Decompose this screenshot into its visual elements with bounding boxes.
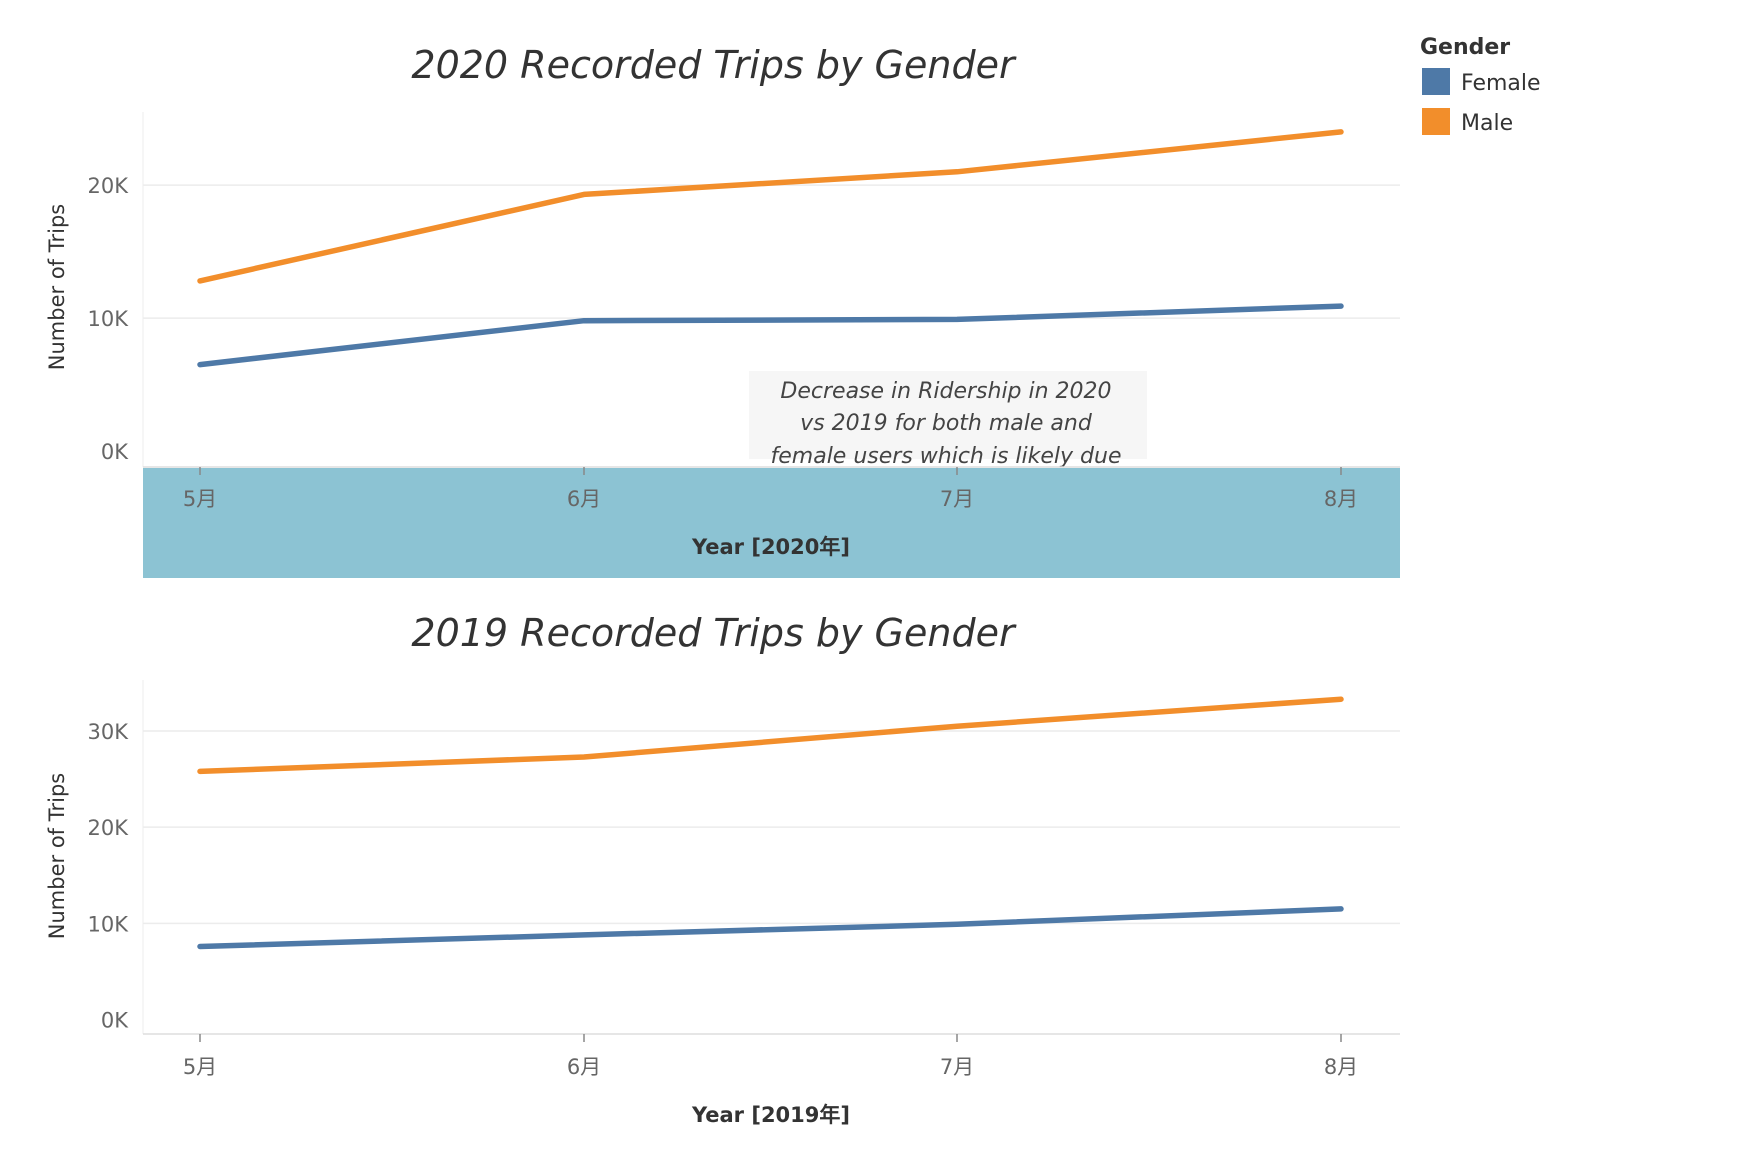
x-axis-title-2020: Year [2020年] bbox=[691, 535, 850, 559]
x-axis-highlight-band bbox=[143, 468, 1400, 578]
legend-title: Gender bbox=[1420, 35, 1510, 60]
y-tick-label: 10K bbox=[88, 912, 130, 936]
x-tick-label: 7月 bbox=[940, 1055, 974, 1079]
x-tick-label: 5月 bbox=[183, 487, 217, 511]
annotation-box: Decrease in Ridership in 2020 vs 2019 fo… bbox=[749, 371, 1147, 469]
chart-title-2020: 2020 Recorded Trips by Gender bbox=[411, 43, 1017, 87]
legend-swatch-female[interactable] bbox=[1422, 68, 1450, 95]
annotation-line-3: female users which is likely due bbox=[771, 444, 1122, 469]
y-tick-label: 10K bbox=[88, 307, 130, 331]
annotation-line-1: Decrease in Ridership in 2020 bbox=[780, 379, 1111, 404]
series-line-male bbox=[197, 129, 1344, 284]
annotation-background bbox=[749, 371, 1147, 459]
chart-2020: 2020 Recorded Trips by Gender Number of … bbox=[45, 43, 1400, 578]
y-tick-label: 20K bbox=[88, 174, 130, 198]
y-tick-label: 0K bbox=[101, 1009, 129, 1033]
x-tick-label: 6月 bbox=[567, 487, 601, 511]
series-line-male bbox=[197, 696, 1344, 775]
x-tick-label: 8月 bbox=[1324, 487, 1358, 511]
x-axis-title-2019: Year [2019年] bbox=[691, 1103, 850, 1127]
chart-title-2019: 2019 Recorded Trips by Gender bbox=[411, 611, 1017, 655]
x-tick-label: 7月 bbox=[940, 487, 974, 511]
y-tick-label: 20K bbox=[88, 816, 130, 840]
annotation-line-2: vs 2019 for both male and bbox=[800, 411, 1093, 436]
series-line-female bbox=[197, 906, 1344, 950]
y-axis-title-2020: Number of Trips bbox=[45, 204, 69, 370]
y-tick-label: 30K bbox=[88, 720, 130, 744]
x-tick-label: 6月 bbox=[567, 1055, 601, 1079]
x-tick-label: 5月 bbox=[183, 1055, 217, 1079]
plot-area-2020: 0K 10K 20K 5月 6月 7月 8月 bbox=[88, 112, 1400, 511]
y-tick-label: 0K bbox=[101, 440, 129, 464]
series-line-female bbox=[197, 303, 1344, 368]
plot-area-2019: 0K 10K 20K 30K 5月 6月 7月 8月 bbox=[88, 680, 1400, 1079]
chart-2019: 2019 Recorded Trips by Gender Number of … bbox=[45, 611, 1400, 1127]
y-axis-title-2019: Number of Trips bbox=[45, 773, 69, 939]
legend-label-male[interactable]: Male bbox=[1461, 111, 1513, 136]
x-tick-label: 8月 bbox=[1324, 1055, 1358, 1079]
legend-swatch-male[interactable] bbox=[1422, 108, 1450, 135]
legend: Gender Female Male bbox=[1420, 35, 1541, 136]
legend-label-female[interactable]: Female bbox=[1461, 71, 1541, 96]
